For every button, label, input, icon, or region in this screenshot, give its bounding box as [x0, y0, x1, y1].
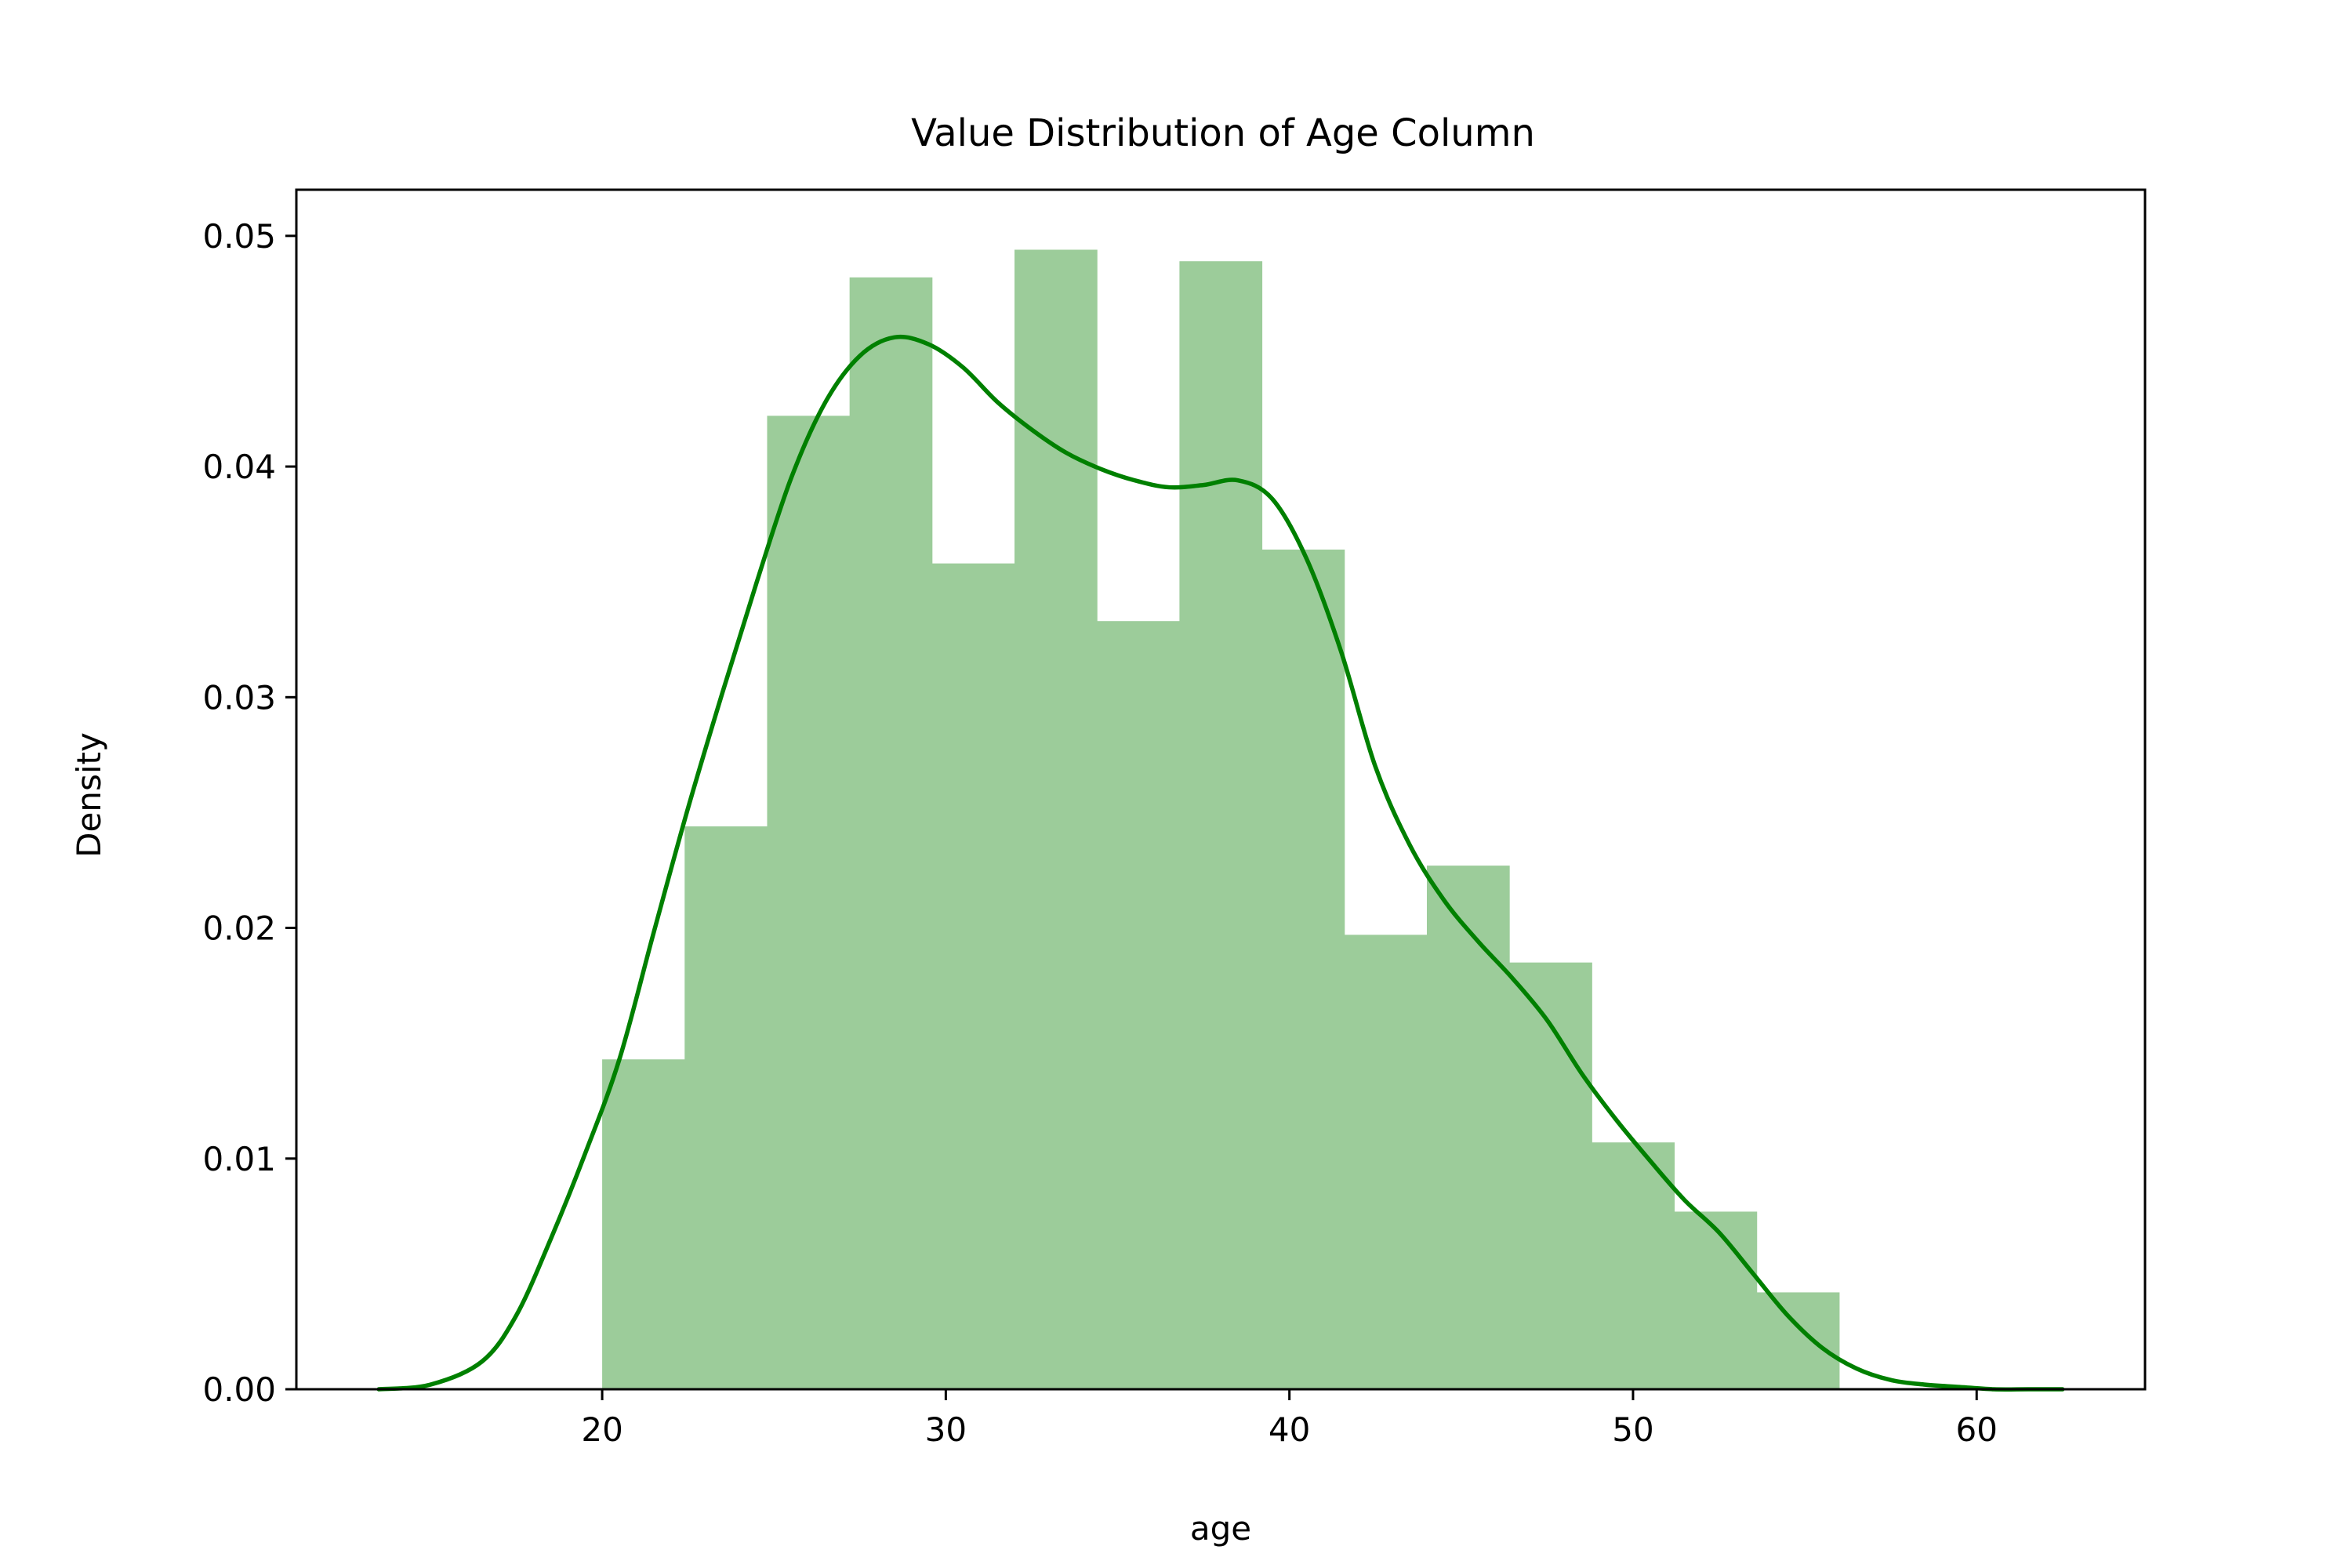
y-tick-label: 0.04: [202, 448, 276, 486]
y-axis-ticks: 0.00 0.01 0.02 0.03 0.04 0.05: [202, 217, 296, 1409]
histogram-bar: [1509, 962, 1592, 1389]
y-tick-label: 0.03: [202, 678, 276, 717]
x-tick-label: 60: [1956, 1410, 1998, 1449]
x-axis-label: age: [1190, 1509, 1251, 1548]
histogram-bar: [1261, 550, 1345, 1389]
histogram-bar: [602, 1059, 685, 1389]
x-tick-label: 30: [925, 1410, 967, 1449]
y-tick-label: 0.05: [202, 217, 276, 256]
histogram-bar: [1344, 935, 1428, 1389]
x-tick-label: 20: [581, 1410, 622, 1449]
x-tick-label: 50: [1612, 1410, 1653, 1449]
histogram-bar: [1592, 1142, 1675, 1389]
chart-title: Value Distribution of Age Column: [911, 111, 1535, 155]
histogram-bar: [1674, 1211, 1758, 1389]
y-axis-label: Density: [70, 732, 108, 858]
y-tick-label: 0.01: [202, 1140, 276, 1178]
y-tick-label: 0.02: [202, 909, 276, 948]
histogram-bar: [684, 826, 768, 1389]
histogram-bar: [849, 277, 933, 1390]
histogram-bar: [767, 416, 851, 1389]
histogram-bar: [931, 563, 1015, 1390]
plot-frame: [295, 188, 2147, 1391]
y-tick-label: 0.00: [202, 1370, 276, 1409]
kde-line: [376, 334, 2065, 1392]
histogram-bar: [1179, 261, 1263, 1389]
histogram-bar: [1014, 249, 1098, 1389]
histogram-bar: [1756, 1292, 1840, 1389]
x-axis-ticks: 20 30 40 50 60: [581, 1389, 1998, 1449]
histogram-bar: [1097, 621, 1180, 1389]
histogram-bars: [602, 249, 1840, 1390]
histogram-bar: [1426, 866, 1510, 1389]
x-tick-label: 40: [1269, 1410, 1310, 1449]
